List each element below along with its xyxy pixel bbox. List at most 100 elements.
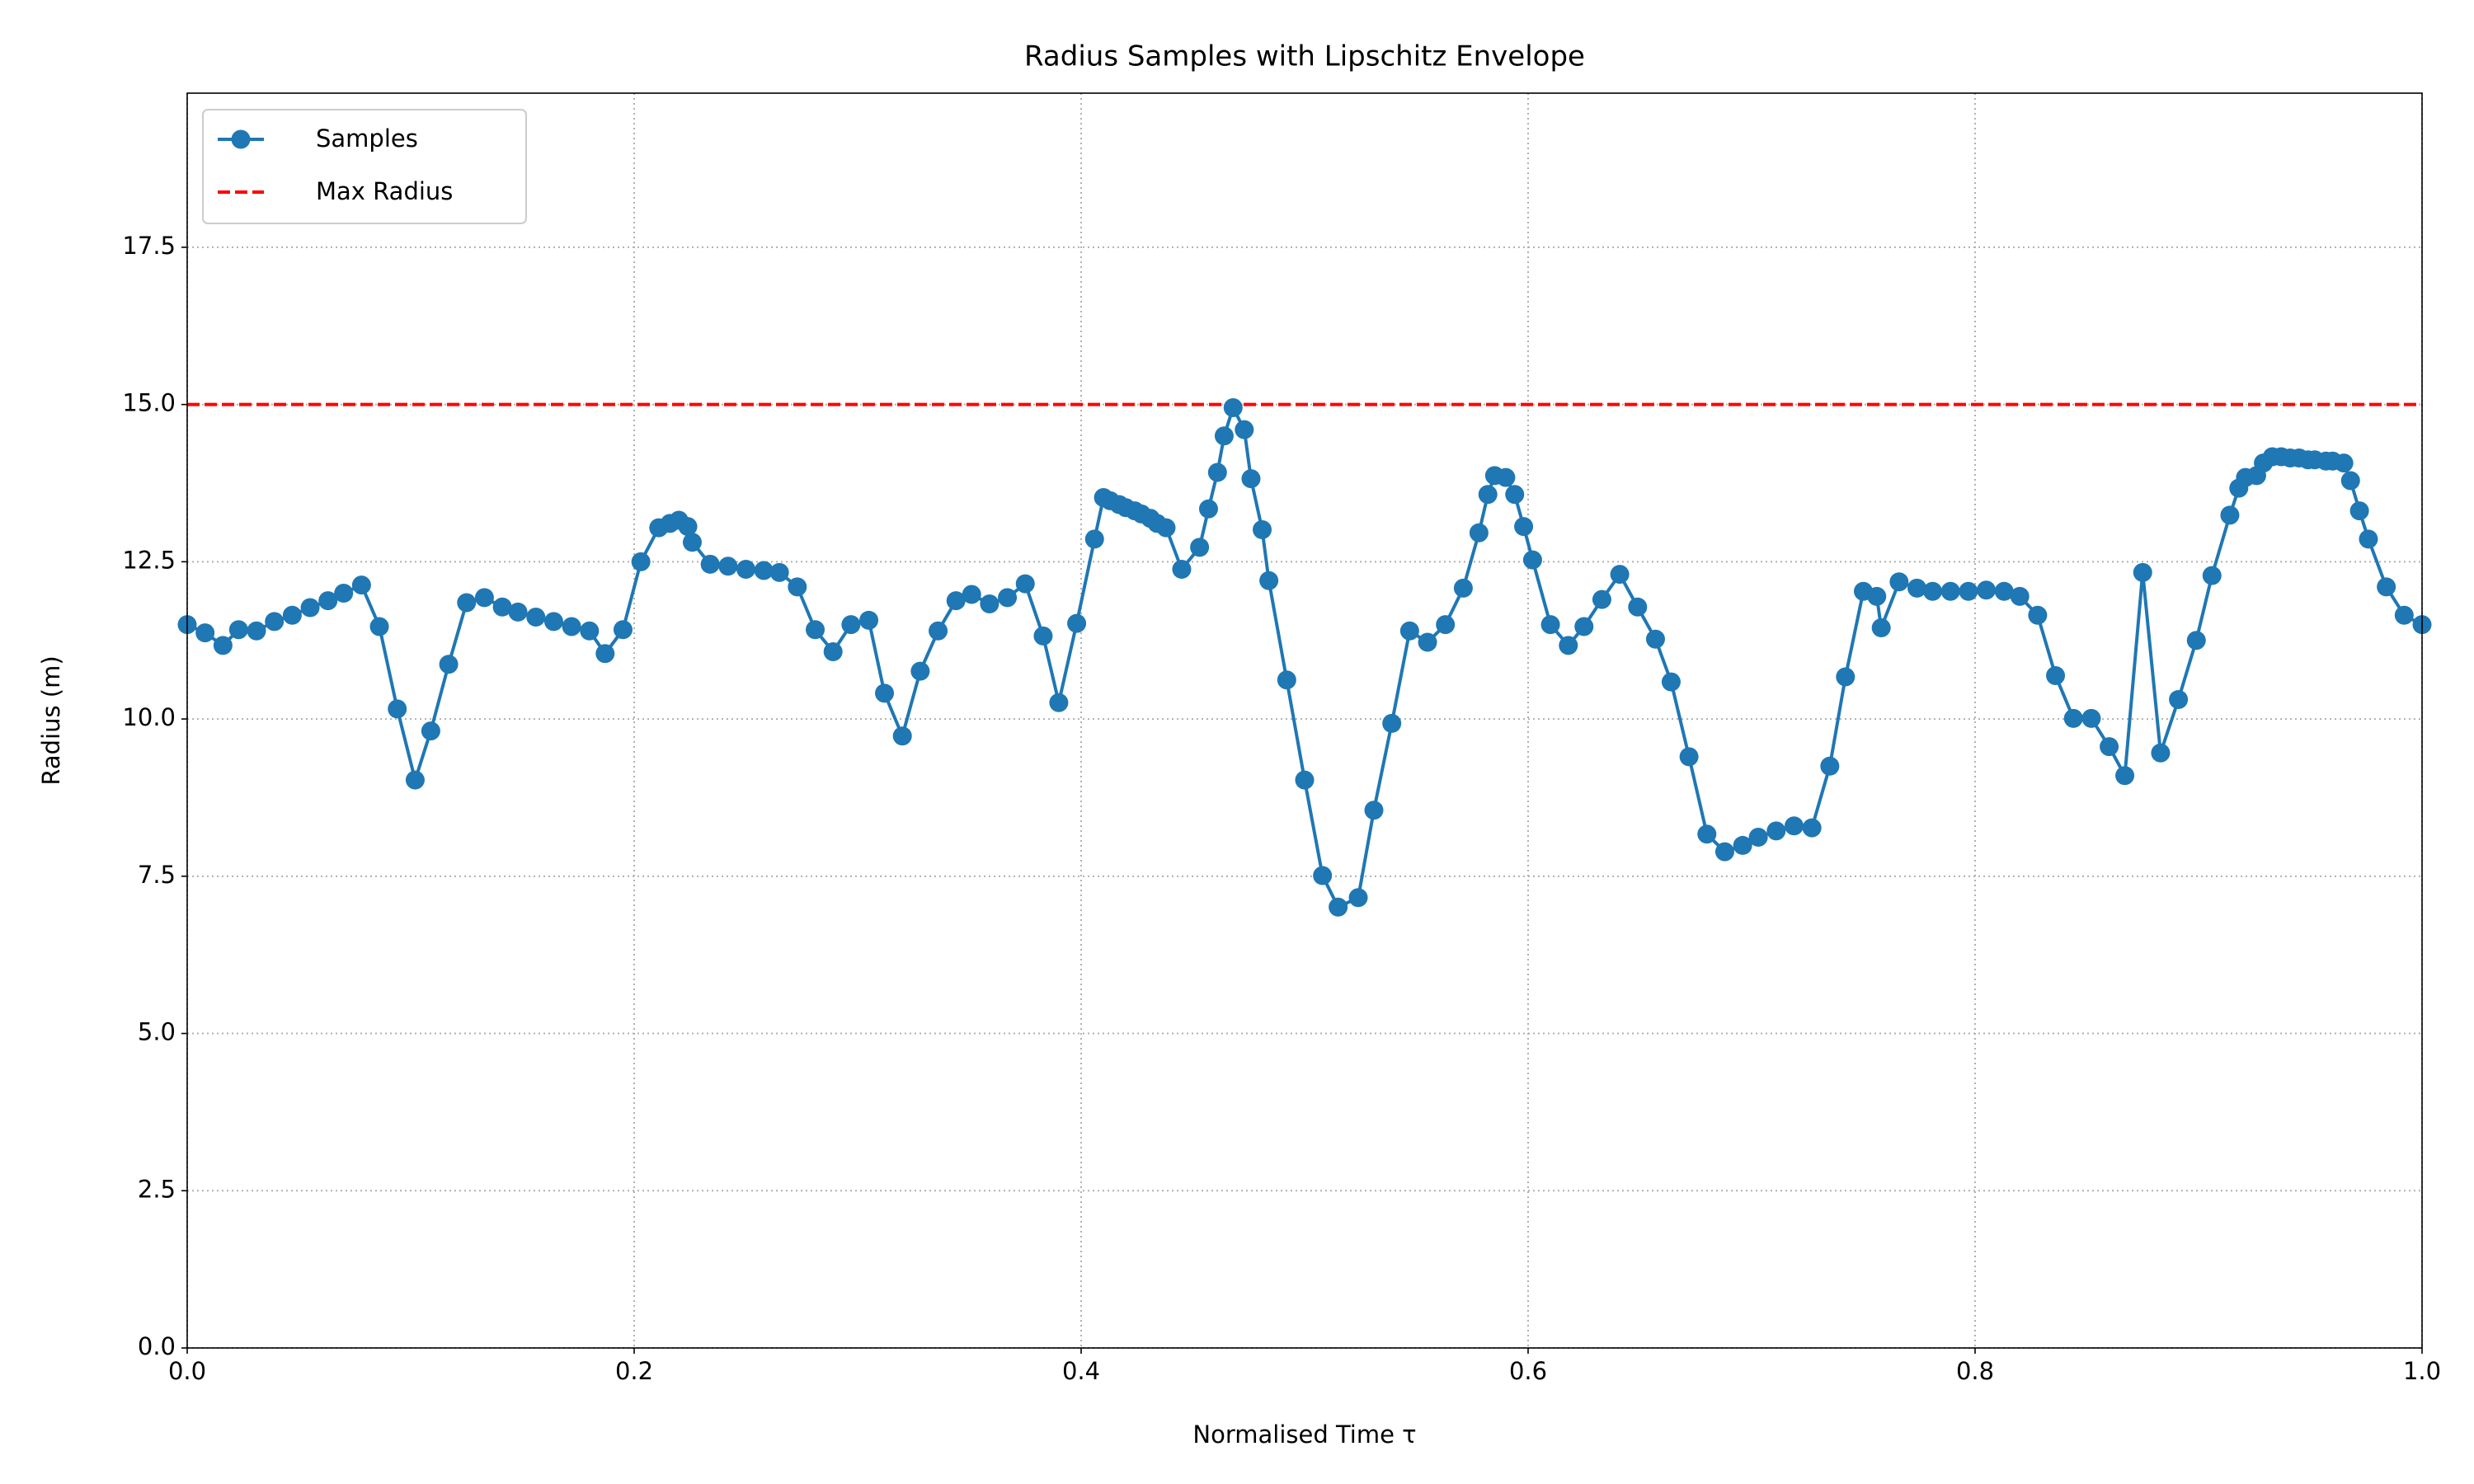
data-point <box>1628 597 1648 617</box>
y-tick-label: 10.0 <box>122 703 176 731</box>
data-point <box>421 721 440 741</box>
data-point <box>1253 519 1272 539</box>
data-point <box>631 552 651 571</box>
legend-marker <box>231 129 251 149</box>
data-point <box>1540 615 1560 635</box>
y-tick-label: 2.5 <box>138 1175 176 1203</box>
x-tick-label: 0.2 <box>615 1357 653 1385</box>
data-point <box>1522 550 1542 570</box>
data-point <box>736 560 755 580</box>
data-point <box>2081 708 2101 728</box>
data-point <box>2100 737 2119 757</box>
data-point <box>769 562 789 582</box>
data-point <box>754 561 774 580</box>
data-point <box>1295 770 1315 790</box>
data-point <box>841 615 861 635</box>
data-point <box>351 575 371 595</box>
data-point <box>1802 818 1822 838</box>
x-tick-label: 0.8 <box>1956 1357 1994 1385</box>
data-point <box>1867 586 1887 606</box>
data-point <box>318 591 338 611</box>
data-point <box>2186 631 2206 650</box>
data-point <box>1436 615 1456 635</box>
x-tick-label: 1.0 <box>2403 1357 2441 1385</box>
data-point <box>1329 897 1348 917</box>
data-point <box>1574 617 1594 636</box>
data-point <box>580 621 600 641</box>
data-point <box>1784 816 1804 836</box>
data-point <box>1661 672 1681 692</box>
data-point <box>1766 821 1786 841</box>
data-point <box>1172 560 1192 580</box>
data-point <box>1348 888 1368 908</box>
data-point <box>910 661 930 681</box>
data-point <box>1496 467 1516 487</box>
data-point <box>562 617 581 636</box>
data-point <box>1084 529 1104 549</box>
data-point <box>2046 665 2066 685</box>
data-point <box>1399 621 1419 641</box>
data-point <box>369 617 389 636</box>
data-point <box>1364 801 1384 820</box>
data-point <box>2133 562 2152 582</box>
chart-title: Radius Samples with Lipschitz Envelope <box>1024 40 1585 73</box>
data-point <box>1820 756 1840 776</box>
data-point <box>1559 636 1578 655</box>
data-point <box>1505 485 1525 505</box>
y-tick-label: 5.0 <box>138 1018 176 1046</box>
data-point <box>1679 747 1699 767</box>
data-point <box>300 598 320 618</box>
data-point <box>1733 835 1752 855</box>
data-point <box>1836 667 1856 687</box>
legend-label: Max Radius <box>316 177 453 205</box>
data-point <box>998 588 1018 608</box>
data-point <box>2010 586 2030 606</box>
data-point <box>1382 713 1402 733</box>
data-point <box>2349 501 2369 521</box>
data-point <box>2377 577 2396 597</box>
data-point <box>806 620 825 640</box>
y-tick-label: 12.5 <box>122 546 176 574</box>
data-point <box>1645 629 1665 649</box>
data-point <box>439 655 459 674</box>
data-point <box>1994 581 2014 601</box>
data-point <box>2340 471 2360 491</box>
data-point <box>2202 566 2222 585</box>
data-point <box>1940 581 1960 601</box>
x-axis-label: Normalised Time τ <box>1192 1421 1416 1449</box>
data-point <box>1959 581 1978 601</box>
y-tick-label: 7.5 <box>138 861 176 889</box>
data-point <box>980 594 999 613</box>
data-point <box>2151 743 2171 763</box>
data-point <box>1241 469 1261 489</box>
data-point <box>247 621 266 641</box>
data-point <box>1223 397 1243 417</box>
data-point <box>1714 842 1734 862</box>
data-point <box>1049 693 1069 712</box>
data-point <box>1453 578 1473 598</box>
y-tick-label: 17.5 <box>122 232 176 260</box>
legend-box <box>202 109 527 224</box>
data-point <box>1697 824 1717 844</box>
data-point <box>1235 420 1254 439</box>
data-point <box>508 602 528 622</box>
data-point <box>718 556 738 576</box>
data-point <box>2394 605 2414 625</box>
data-point <box>1871 618 1891 637</box>
data-point <box>228 620 248 640</box>
data-point <box>405 770 425 790</box>
data-point <box>892 726 912 746</box>
data-point <box>195 623 215 643</box>
y-axis-label: Radius (m) <box>37 655 65 785</box>
data-point <box>1907 578 1927 598</box>
data-point <box>678 517 698 537</box>
data-point <box>1592 589 1611 609</box>
data-point <box>526 608 546 627</box>
data-point <box>946 591 966 611</box>
data-point <box>543 612 563 632</box>
data-point <box>457 593 477 613</box>
data-point <box>1198 499 1218 519</box>
data-point <box>1033 626 1053 646</box>
data-point <box>1214 426 1234 446</box>
x-tick-label: 0.0 <box>168 1357 206 1385</box>
